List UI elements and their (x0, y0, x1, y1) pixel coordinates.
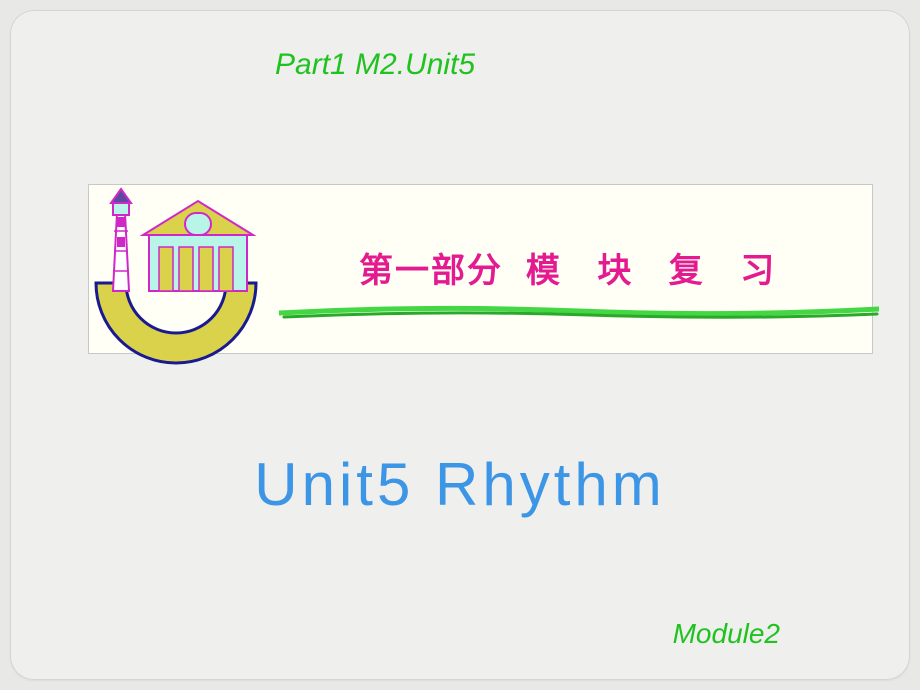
banner-underline (279, 303, 879, 321)
banner-title-prefix: 第一部分 (359, 252, 503, 290)
main-title: Unit5 Rhythm (10, 450, 910, 519)
section-banner: 第一部分 模 块 复 习 (88, 184, 873, 354)
module-footer: Module2 (673, 618, 780, 650)
slide-container: Part1 M2.Unit5 第一部分 模 块 复 习 (10, 10, 910, 680)
banner-title: 第一部分 模 块 复 习 (359, 243, 788, 292)
banner-title-suffix: 模 块 复 习 (526, 252, 788, 290)
banner-illustration (71, 173, 281, 368)
breadcrumb-header: Part1 M2.Unit5 (275, 48, 475, 82)
